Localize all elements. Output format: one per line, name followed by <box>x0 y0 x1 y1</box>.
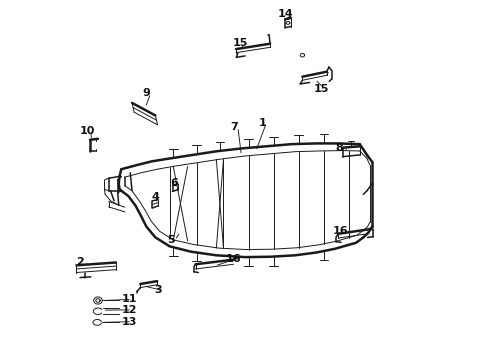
Text: 12: 12 <box>122 305 137 315</box>
Text: 10: 10 <box>80 126 96 135</box>
Text: 7: 7 <box>230 122 238 132</box>
Text: 16: 16 <box>333 226 348 236</box>
Text: 9: 9 <box>143 88 150 98</box>
Text: 11: 11 <box>122 294 137 305</box>
Text: 3: 3 <box>155 285 162 296</box>
Text: 6: 6 <box>171 178 178 188</box>
Text: 15: 15 <box>232 38 248 48</box>
Text: 2: 2 <box>76 257 83 267</box>
Text: 14: 14 <box>278 9 294 19</box>
Text: 16: 16 <box>225 254 241 264</box>
Text: 4: 4 <box>151 192 159 202</box>
Text: 5: 5 <box>167 235 174 245</box>
Text: 1: 1 <box>259 118 267 128</box>
Text: 15: 15 <box>314 84 329 94</box>
Text: 13: 13 <box>122 317 137 327</box>
Text: 8: 8 <box>335 143 343 153</box>
